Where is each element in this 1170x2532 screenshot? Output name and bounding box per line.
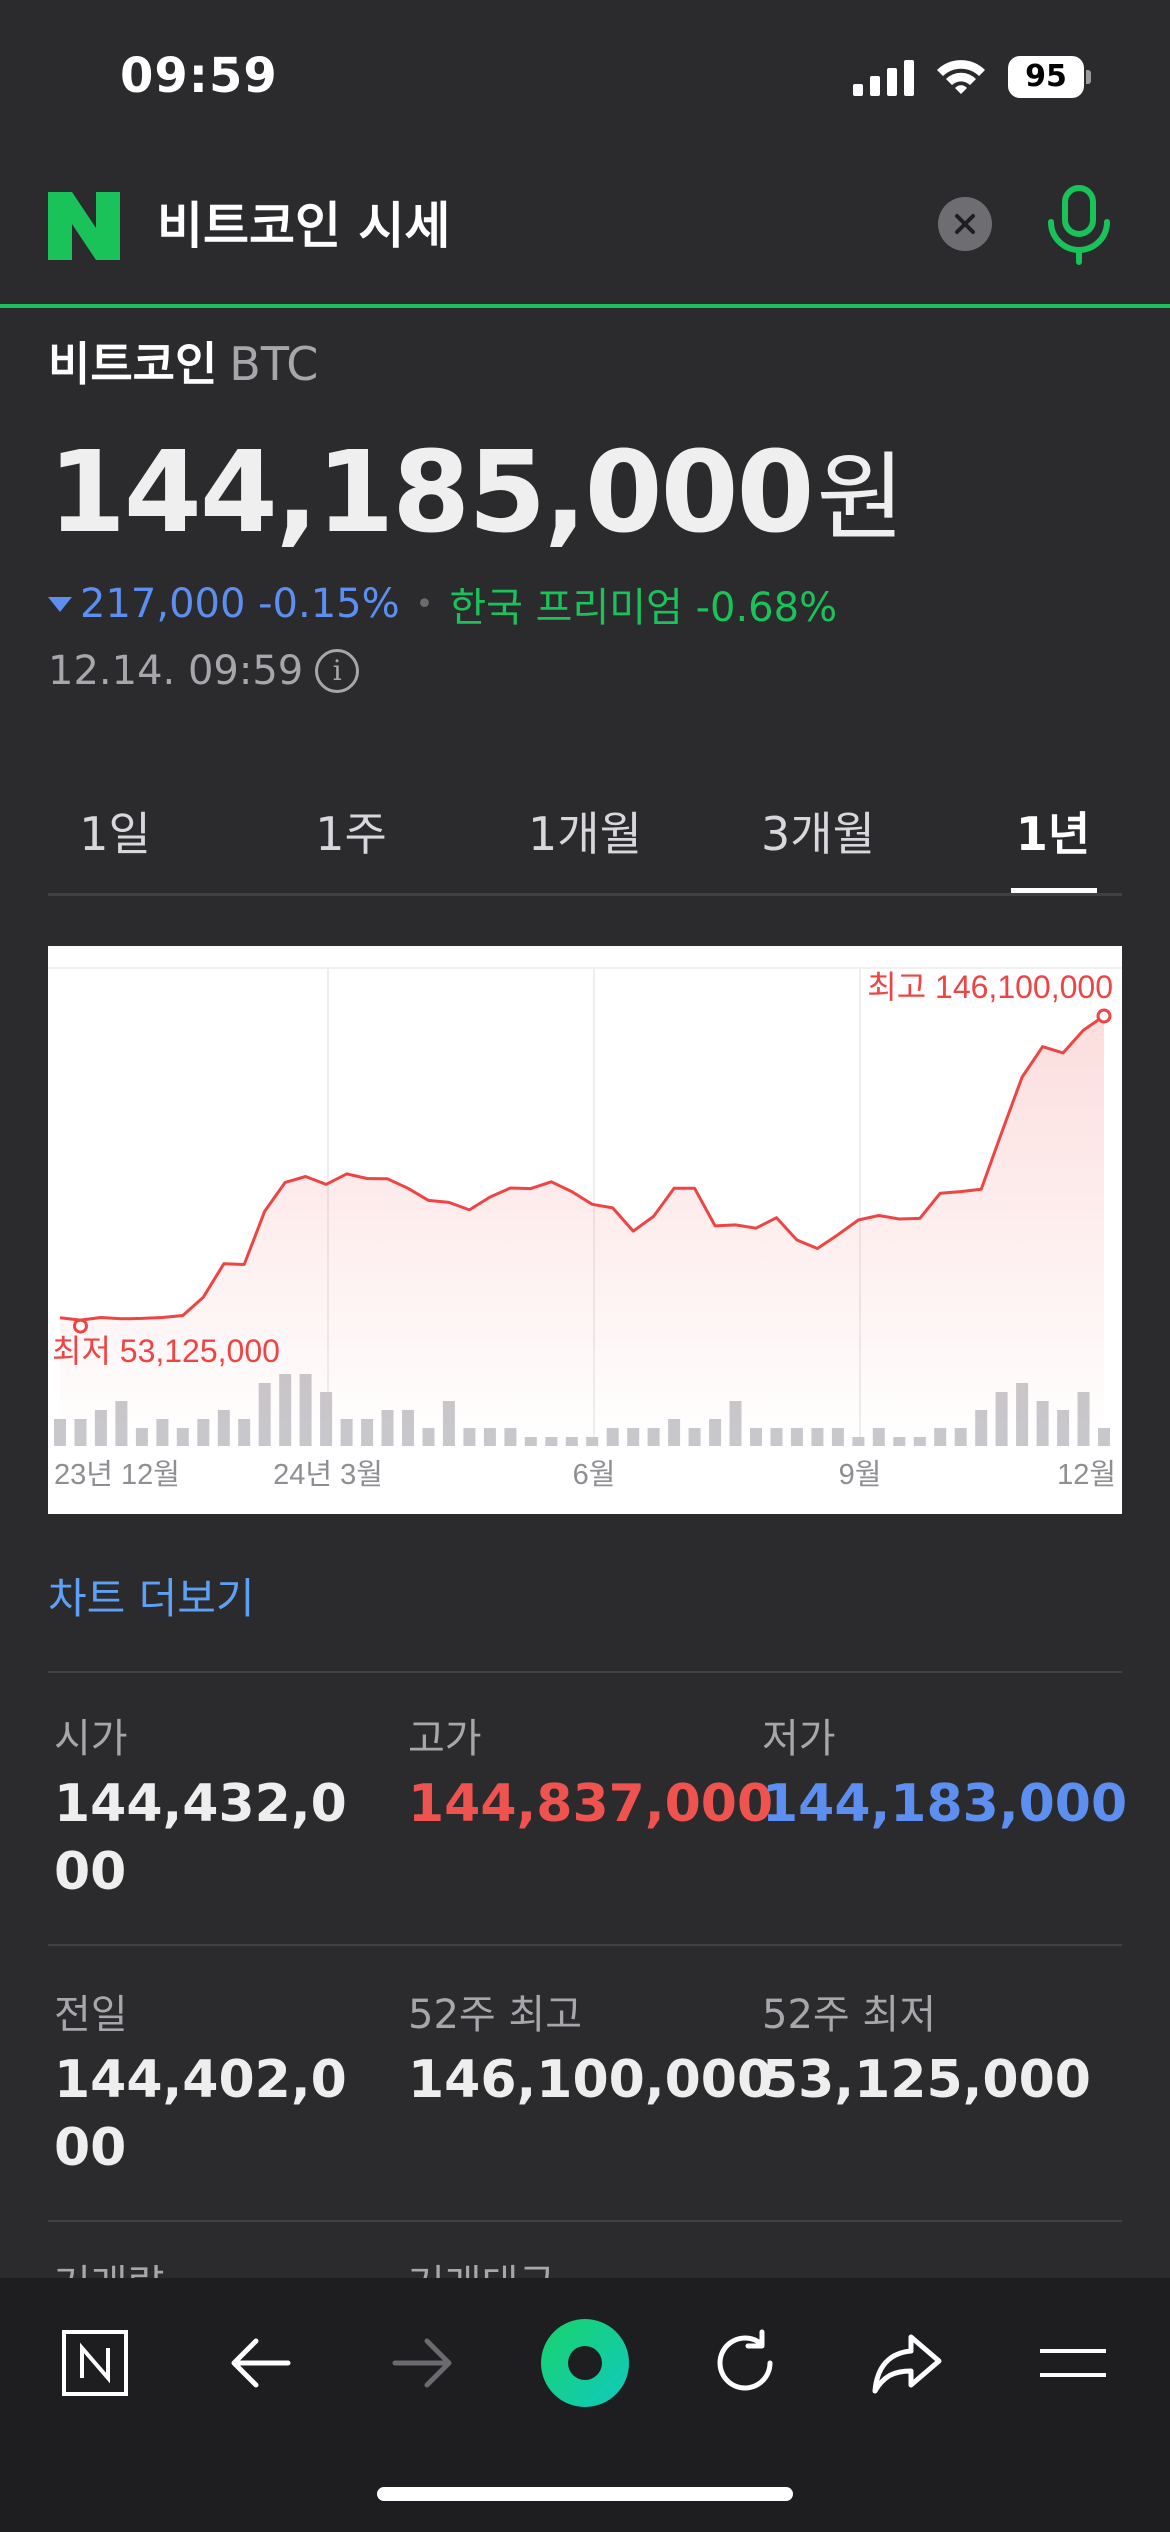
coin-name: 비트코인 [48, 337, 218, 391]
forward-button[interactable] [378, 2318, 468, 2408]
battery-icon: 95 [1008, 56, 1091, 98]
menu-button[interactable] [1028, 2318, 1118, 2408]
voice-search-mic-icon[interactable] [1043, 184, 1115, 266]
stat-open-value: 144,432,000 [54, 1774, 347, 1902]
refresh-icon [717, 2329, 773, 2391]
price-change: 217,000 -0.15% [80, 581, 400, 627]
stat-prev-value: 144,402,000 [54, 2050, 347, 2178]
search-header: 비트코인 시세 [0, 150, 1170, 308]
close-icon [955, 214, 975, 234]
search-input[interactable]: 비트코인 시세 [157, 197, 451, 255]
stat-52w-low-value: 53,125,000 [762, 2050, 1091, 2110]
korea-premium: 한국 프리미엄 -0.68% [449, 585, 838, 631]
home-indicator [377, 2487, 793, 2501]
info-icon[interactable]: i [315, 649, 360, 693]
separator-dot: • [415, 586, 434, 622]
battery-level: 95 [1008, 56, 1084, 98]
tab-1y[interactable]: 1년 [1015, 807, 1091, 861]
back-arrow-icon [231, 2338, 291, 2388]
naver-home-icon [62, 2330, 128, 2396]
green-dot-button[interactable] [540, 2318, 630, 2408]
cellular-signal-icon [853, 60, 914, 96]
x-tick-label: 23년 12월 [54, 1458, 180, 1491]
tab-1m[interactable]: 1개월 [528, 807, 642, 861]
current-price: 144,185,000원 [48, 420, 905, 559]
stats-divider-bottom [48, 2220, 1122, 2222]
x-tick-label: 6월 [573, 1458, 616, 1491]
timestamp: 12.14. 09:59 [48, 648, 304, 694]
stat-prev-label: 전일 [54, 1992, 128, 2038]
chart-high-label: 최고 146,100,000 [867, 969, 1113, 1005]
status-time: 09:59 [120, 48, 278, 104]
stat-52w-high-value: 146,100,000 [408, 2050, 774, 2110]
stat-high-label: 고가 [408, 1716, 482, 1762]
share-icon [872, 2334, 942, 2394]
battery-cap [1086, 70, 1091, 84]
price-value: 144,185,000 [48, 428, 814, 558]
naver-home-button[interactable] [50, 2318, 140, 2408]
period-tabs: 1일 1주 1개월 3개월 1년 [48, 780, 1122, 896]
price-chart[interactable]: 최고 146,100,000 최저 53,125,000 23년 12월 24년 … [48, 946, 1122, 1514]
stats-divider-mid [48, 1944, 1122, 1946]
chart-low-label: 최저 53,125,000 [52, 1333, 280, 1369]
x-tick-label: 9월 [839, 1458, 882, 1491]
stat-open-label: 시가 [54, 1716, 128, 1762]
green-dot-icon [541, 2319, 629, 2407]
refresh-button[interactable] [700, 2318, 790, 2408]
chart-svg: 최고 146,100,000 최저 53,125,000 23년 12월 24년 … [48, 967, 1122, 1491]
tab-1d[interactable]: 1일 [79, 807, 151, 861]
stat-52w-low-label: 52주 최저 [762, 1992, 937, 2038]
stat-low-value: 144,183,000 [762, 1774, 1128, 1834]
price-unit: 원 [816, 442, 904, 554]
wifi-icon [937, 60, 985, 94]
x-tick-label: 24년 3월 [273, 1458, 383, 1491]
status-bar: 09:59 95 [0, 0, 1170, 150]
stat-low-label: 저가 [762, 1716, 836, 1762]
tab-1w[interactable]: 1주 [315, 807, 387, 861]
coin-symbol: BTC [229, 337, 319, 391]
price-change-row: 217,000 -0.15% • 한국 프리미엄 -0.68% [48, 575, 837, 633]
stats-divider-top [48, 1671, 1122, 1673]
clear-search-button[interactable] [938, 197, 992, 251]
forward-arrow-icon [392, 2338, 452, 2388]
timestamp-row: 12.14. 09:59 i [48, 648, 360, 694]
coin-title: 비트코인 BTC [48, 328, 318, 394]
tab-3m[interactable]: 3개월 [761, 807, 875, 861]
active-tab-indicator [1011, 888, 1097, 893]
price-line [59, 1014, 1105, 1322]
x-tick-label: 12월 [1057, 1458, 1116, 1491]
chart-area-fill [60, 1016, 1104, 1446]
down-triangle-icon [48, 596, 72, 612]
low-point-marker [72, 1318, 88, 1334]
more-chart-link[interactable]: 차트 더보기 [48, 1574, 255, 1623]
high-point-marker [1096, 1008, 1112, 1024]
share-button[interactable] [862, 2318, 952, 2408]
stat-high-value: 144,837,000 [408, 1774, 774, 1834]
menu-icon [1040, 2349, 1106, 2377]
naver-logo-icon[interactable] [48, 192, 120, 260]
stat-52w-high-label: 52주 최고 [408, 1992, 583, 2038]
back-button[interactable] [215, 2318, 305, 2408]
